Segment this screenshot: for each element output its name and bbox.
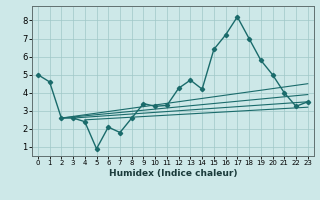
X-axis label: Humidex (Indice chaleur): Humidex (Indice chaleur) xyxy=(108,169,237,178)
